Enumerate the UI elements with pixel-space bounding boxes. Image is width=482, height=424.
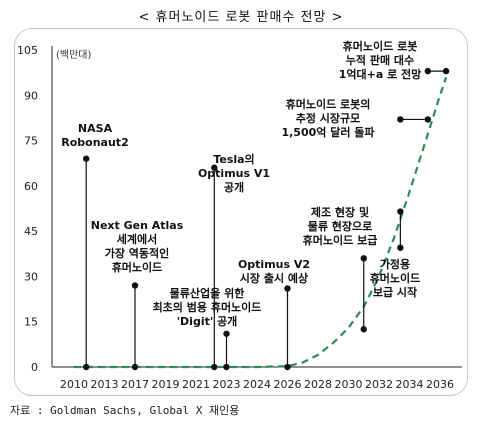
- x-tick-label: 2024: [243, 378, 271, 391]
- annotation-label: 물류 현장으로: [308, 219, 373, 233]
- annotation-label: 가장 역동적인: [105, 246, 170, 260]
- annotation-dot: [397, 244, 404, 251]
- annotation-dot: [211, 363, 218, 371]
- annotation-label: Next Gen Atlas: [91, 219, 184, 232]
- series-line: [74, 76, 448, 369]
- annotation-dot: [284, 285, 291, 292]
- annotation-label: 추정 시장규모: [296, 111, 361, 125]
- annotation-label: 제조 현장 및: [311, 205, 369, 219]
- annotation-label: 최초의 범용 휴머노이드: [153, 300, 262, 314]
- annotation-dot: [223, 363, 230, 371]
- y-tick-label: 15: [24, 316, 38, 329]
- annotation-label: 휴머노이드 로봇: [343, 39, 418, 53]
- y-tick-label: 60: [24, 180, 38, 193]
- x-tick-label: 2028: [304, 378, 332, 391]
- annotation-dot: [360, 326, 367, 333]
- annotation-label: Optimus V2: [238, 258, 310, 271]
- annotation-label: 'Digit' 공개: [177, 314, 238, 328]
- annotation-dot: [360, 255, 367, 262]
- x-tick-label: 2034: [396, 378, 424, 391]
- annotation-label: 보급 시작: [373, 285, 417, 299]
- annotation-dot: [424, 67, 431, 75]
- annotation-label: 휴머노이드: [112, 260, 163, 274]
- annotation-label: 공개: [224, 180, 244, 194]
- y-unit-label: (백만대): [56, 49, 92, 61]
- y-tick-label: 45: [24, 225, 38, 238]
- annotation-dot: [223, 330, 230, 337]
- annotation-dot: [211, 164, 218, 171]
- x-tick-label: 2010: [60, 378, 88, 391]
- annotation-label: NASA: [78, 122, 113, 135]
- annotation-label: Robonaut2: [61, 136, 128, 149]
- annotation-label: 세계에서: [117, 232, 157, 246]
- source-note: 자료 : Goldman Sachs, Global X 재인용: [10, 404, 240, 417]
- annotation-dot: [424, 116, 431, 123]
- x-tick-label: 2023: [213, 378, 241, 391]
- annotation-dot: [284, 363, 291, 371]
- annotation-label: 휴머노이드 보급: [303, 233, 378, 247]
- annotation-dot: [397, 208, 404, 215]
- annotation-dot: [131, 282, 139, 289]
- annotation-label: 물류산업을 위한: [170, 286, 245, 300]
- chart-frame: [14, 28, 468, 396]
- x-tick-label: 2019: [152, 378, 180, 391]
- annotation-dot: [397, 116, 404, 123]
- x-tick-label: 2013: [91, 378, 119, 391]
- y-tick-label: 105: [17, 44, 38, 57]
- annotation-label: 시장 출시 예상: [240, 271, 308, 285]
- x-tick-label: 2030: [335, 378, 363, 391]
- annotation-label: 휴머노이드: [370, 271, 421, 285]
- x-tick-label: 2021: [182, 378, 210, 391]
- annotation-label: Optimus V1: [198, 167, 270, 180]
- y-tick-label: 75: [24, 135, 38, 148]
- y-tick-label: 90: [24, 89, 38, 102]
- annotation-dot: [131, 363, 139, 371]
- x-tick-label: 2017: [121, 378, 149, 391]
- annotation-label: 휴머노이드 로봇의: [286, 97, 371, 111]
- page-title: < 휴머노이드 로봇 판매수 전망 >: [138, 10, 344, 25]
- annotation-label: 1,500억 달러 돌파: [281, 125, 375, 139]
- x-tick-label: 2032: [365, 378, 393, 391]
- y-tick-label: 30: [24, 270, 38, 283]
- annotation-label: 누적 판매 대수: [346, 53, 414, 67]
- annotation-label: Tesla의: [213, 152, 254, 166]
- annotation-dot: [83, 363, 90, 371]
- annotation-dot: [442, 67, 450, 75]
- annotation-label: 1억대+a 로 전망: [339, 67, 422, 81]
- annotation-label: 가정용: [380, 257, 410, 271]
- x-tick-label: 2036: [426, 378, 454, 391]
- annotation-dot: [83, 155, 90, 162]
- y-tick-label: 0: [31, 361, 38, 374]
- x-tick-label: 2026: [274, 378, 302, 391]
